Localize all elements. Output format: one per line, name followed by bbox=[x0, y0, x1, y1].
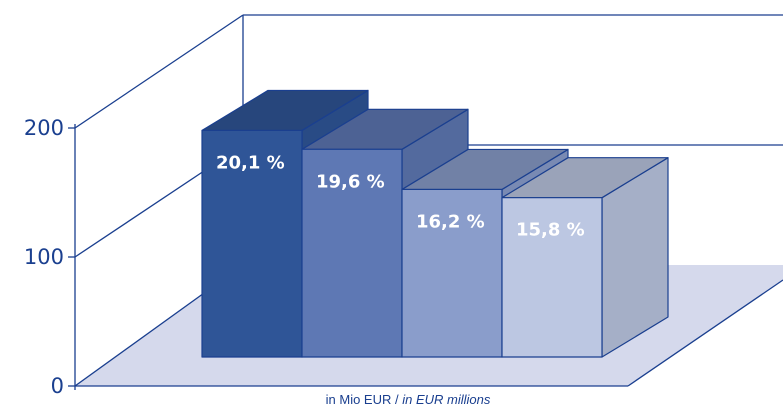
bar-4: 15,8 % bbox=[501, 157, 669, 358]
side-gridline-200 bbox=[74, 14, 244, 129]
x-axis-caption: in Mio EUR / in EUR millions bbox=[326, 392, 491, 407]
x-caption-italic: in EUR millions bbox=[402, 392, 491, 407]
bar-3-data-label: 16,2 % bbox=[416, 211, 485, 232]
bar-4-data-label: 15,8 % bbox=[516, 220, 585, 241]
bar-4-front bbox=[501, 197, 603, 358]
bar-1-data-label: 20,1 % bbox=[216, 152, 285, 173]
y-tick-label-100: 100 bbox=[24, 245, 64, 269]
y-tick-label-200: 200 bbox=[24, 116, 64, 140]
y-axis-labels: 0 100 200 bbox=[24, 116, 64, 398]
y-tick-label-0: 0 bbox=[51, 374, 64, 398]
bars-group: 20,1 % 19,6 % 16,2 % 15,8 % bbox=[201, 89, 669, 358]
floor-right-edge bbox=[627, 279, 783, 387]
bar-2-data-label: 19,6 % bbox=[316, 171, 385, 192]
x-caption-main: in Mio EUR / bbox=[326, 392, 403, 407]
